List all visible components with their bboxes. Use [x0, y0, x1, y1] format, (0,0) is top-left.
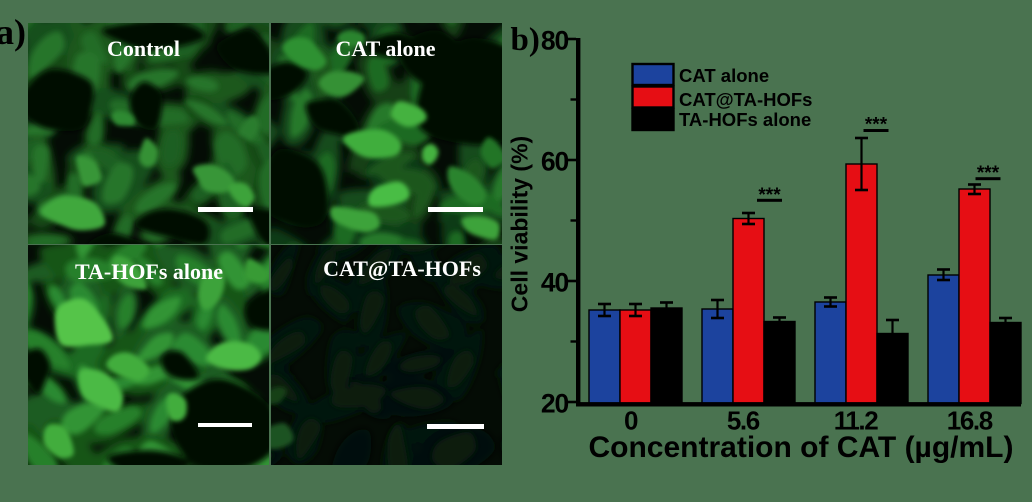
svg-text:CAT alone: CAT alone [679, 65, 769, 86]
svg-text:5.6: 5.6 [727, 406, 760, 436]
svg-text:60: 60 [541, 147, 569, 177]
svg-text:***: *** [977, 163, 1000, 184]
svg-text:20: 20 [541, 389, 569, 419]
svg-text:16.8: 16.8 [947, 406, 993, 436]
svg-text:80: 80 [541, 26, 569, 56]
svg-text:11.2: 11.2 [834, 406, 879, 436]
svg-text:Cell viability (%): Cell viability (%) [507, 136, 533, 312]
svg-text:***: *** [758, 185, 781, 206]
svg-text:Concentration of CAT (µg/mL): Concentration of CAT (µg/mL) [588, 431, 1013, 464]
svg-text:40: 40 [541, 268, 569, 298]
svg-text:CAT@TA-HOFs: CAT@TA-HOFs [679, 89, 812, 110]
svg-text:TA-HOFs alone: TA-HOFs alone [679, 109, 811, 130]
svg-text:***: *** [865, 115, 888, 136]
svg-text:0: 0 [624, 406, 638, 436]
